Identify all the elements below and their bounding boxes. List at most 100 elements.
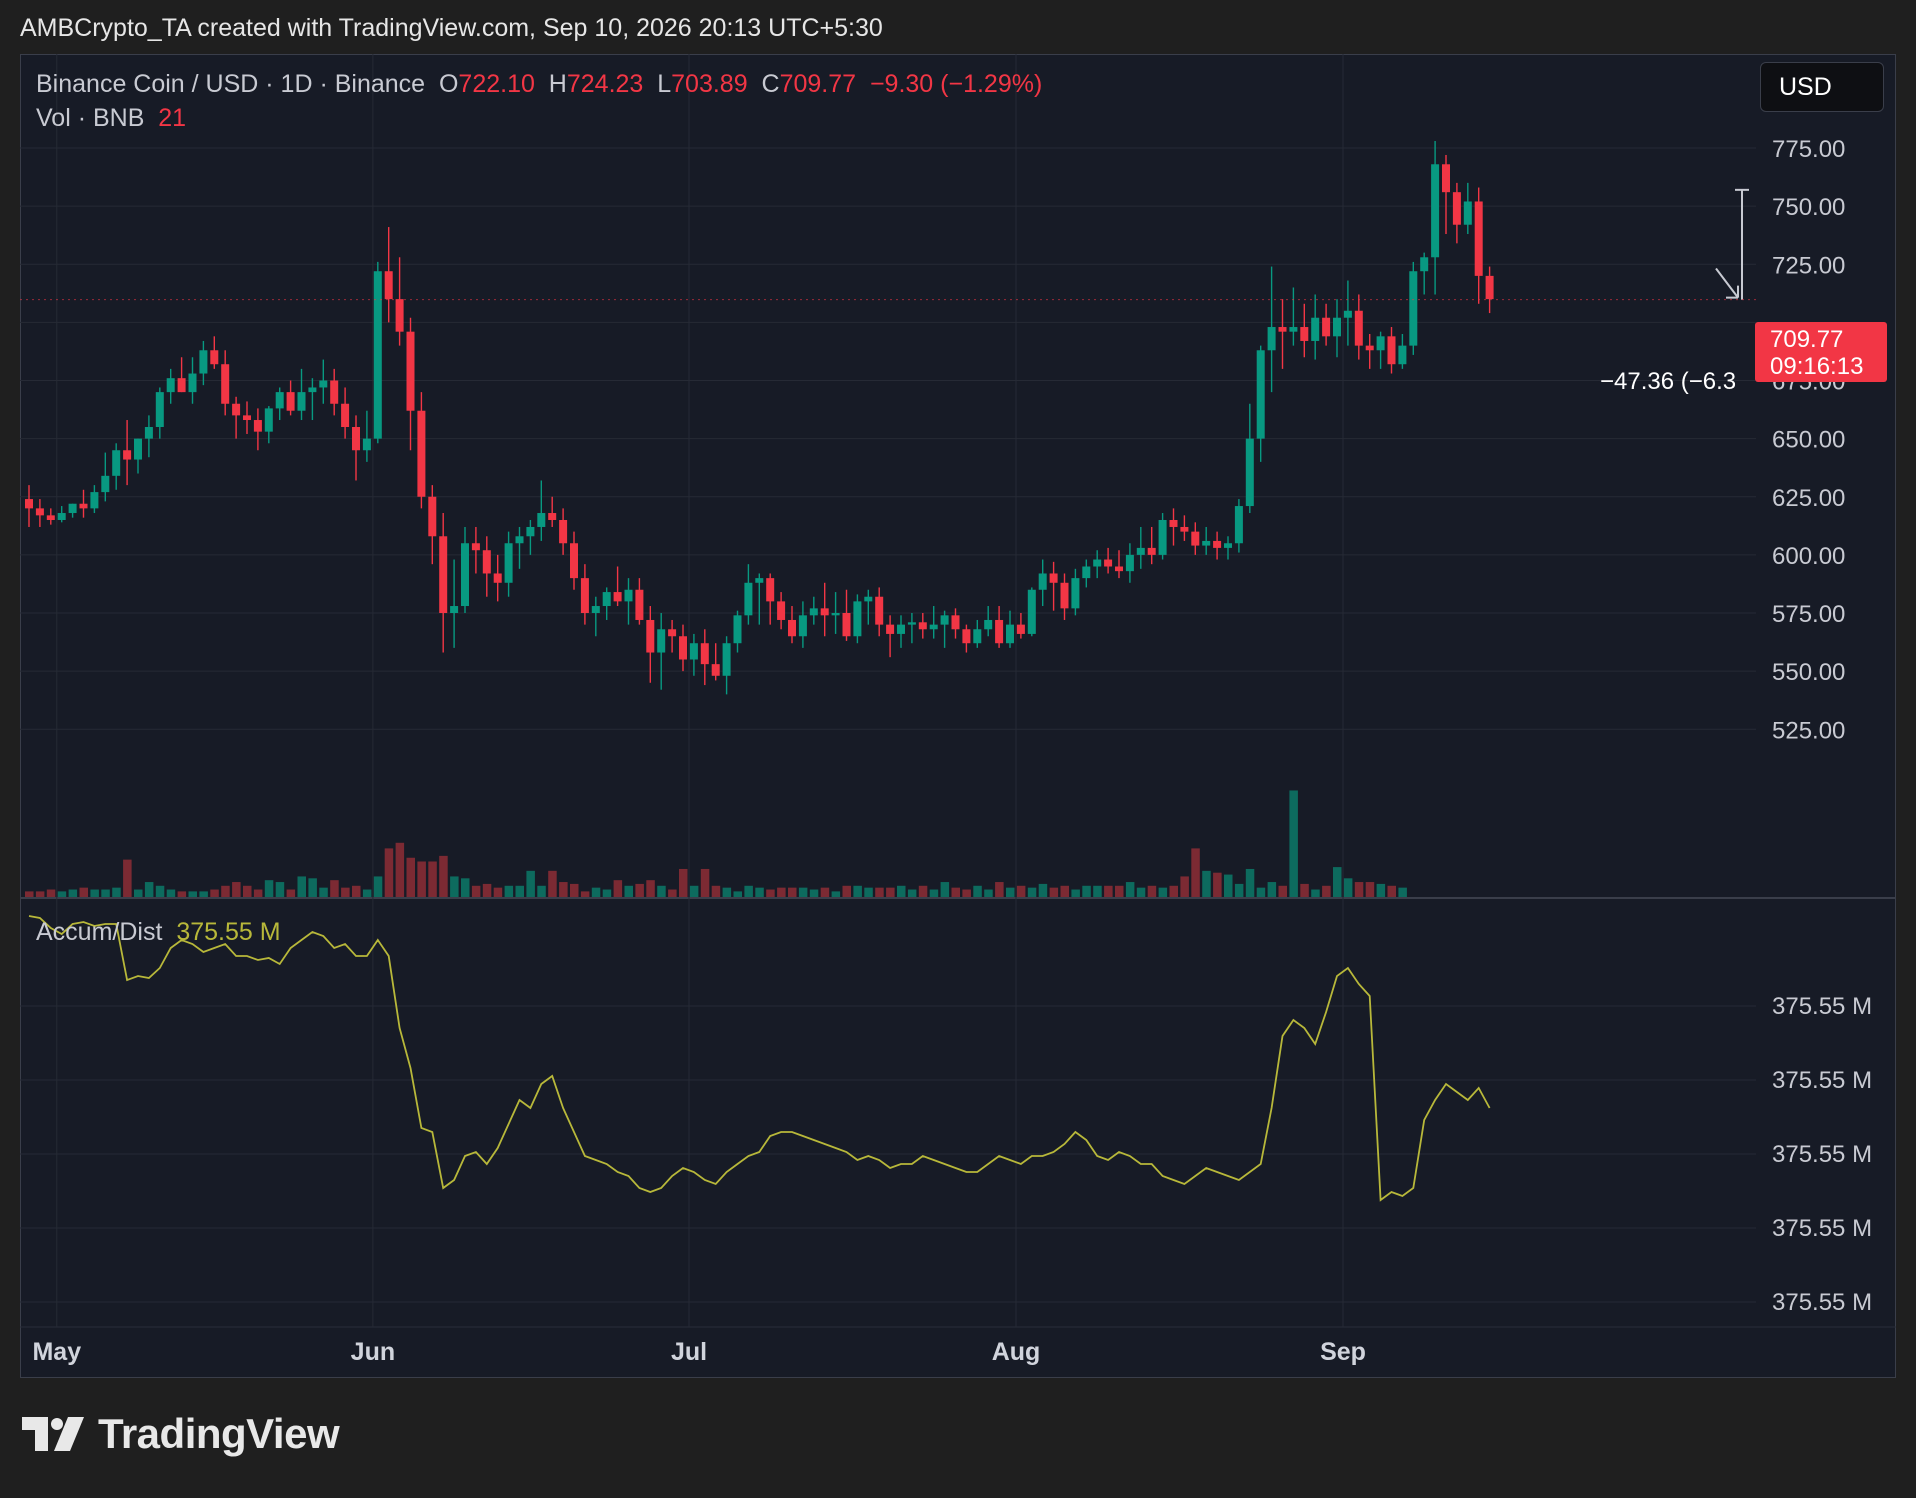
volume-bar — [788, 887, 797, 897]
candle-body — [526, 526, 535, 537]
volume-bar — [439, 855, 448, 897]
accum-dist-value: 375.55 M — [176, 918, 281, 946]
volume-bar — [820, 887, 830, 897]
chart-canvas[interactable]: 775.00750.00725.00675.00650.00625.00600.… — [20, 54, 1896, 1378]
low-label: L — [657, 70, 672, 98]
candle-body — [570, 543, 578, 579]
volume-bar — [668, 889, 677, 897]
volume-bar — [591, 887, 601, 897]
candle-body — [755, 578, 764, 583]
candle-body — [471, 543, 480, 551]
open-label: O — [438, 70, 459, 98]
snapshot-timestamp: Sep 10, 2026 20:13 UTC+5:30 — [542, 14, 883, 42]
high-label: H — [548, 70, 567, 98]
candle-body — [1420, 257, 1429, 272]
candle-body — [504, 543, 513, 583]
candle-body — [57, 513, 66, 520]
tradingview-logo[interactable]: TradingView — [22, 1410, 340, 1458]
volume-bar — [352, 885, 361, 897]
candle-body — [1071, 578, 1080, 609]
volume-bar — [1082, 885, 1091, 897]
candle-body — [1431, 164, 1440, 258]
candle-body — [1463, 201, 1472, 225]
volume-bar — [1136, 887, 1146, 897]
volume-bar — [602, 889, 612, 897]
candle-body — [984, 619, 993, 630]
time-axis-label: Jun — [351, 1338, 395, 1366]
candle-body — [1006, 624, 1014, 644]
chart-panel[interactable] — [20, 54, 1896, 1378]
candle-body — [700, 643, 709, 665]
volume-bar — [1245, 868, 1255, 897]
accum-dist-legend: Accum/Dist 375.55 M — [36, 918, 281, 947]
candle-body — [1125, 554, 1134, 572]
volume-bar — [700, 868, 710, 897]
volume-bar — [1093, 885, 1102, 897]
candle-body — [275, 392, 284, 409]
volume-bar — [1343, 878, 1353, 897]
candle-body — [777, 601, 786, 620]
price-axis-label: 600.00 — [1772, 543, 1845, 570]
volume-bar — [1049, 887, 1059, 897]
candle-body — [591, 606, 600, 613]
price-axis-label: 550.00 — [1772, 659, 1845, 686]
candle-body — [689, 643, 698, 660]
candle-body — [1104, 559, 1113, 567]
candle-body — [1115, 566, 1123, 572]
volume-bar — [1256, 887, 1266, 897]
candle-body — [1322, 317, 1331, 337]
volume-bar — [1234, 883, 1244, 897]
volume-bar — [744, 885, 753, 897]
volume-bar — [1180, 876, 1189, 897]
volume-bar — [482, 883, 492, 897]
candle-body — [1387, 336, 1396, 365]
last-price: 709.77 — [1770, 326, 1844, 353]
volume-bar — [962, 889, 971, 897]
volume-bar — [1278, 885, 1287, 897]
candle-body — [297, 392, 306, 411]
candle-body — [886, 624, 895, 634]
volume-bar — [1038, 883, 1048, 897]
volume-bar — [1387, 885, 1396, 897]
close-label: C — [761, 70, 780, 98]
volume-value: 21 — [158, 104, 187, 132]
volume-bar — [330, 880, 339, 897]
candle-body — [352, 427, 360, 451]
volume-bar — [995, 882, 1004, 897]
candle-body — [1224, 543, 1232, 548]
candle-body — [559, 520, 568, 544]
volume-bar — [1354, 882, 1364, 897]
candle-body — [875, 596, 884, 625]
time-axis-label: Aug — [992, 1338, 1041, 1366]
candle-body — [1311, 317, 1320, 341]
candle-body — [580, 578, 589, 613]
measure-drawing[interactable] — [20, 188, 1756, 301]
candle-body — [461, 543, 469, 607]
candle-body — [1191, 531, 1200, 546]
candle-body — [940, 615, 949, 625]
candle-body — [439, 536, 448, 613]
volume-bar — [1169, 885, 1178, 897]
volume-bar — [155, 885, 165, 897]
volume-bar — [722, 887, 732, 897]
volume-bar — [1202, 870, 1211, 897]
volume-bar — [526, 870, 535, 897]
volume-bar — [886, 887, 895, 897]
currency-button[interactable]: USD — [1760, 62, 1884, 112]
volume-bar — [232, 882, 241, 897]
volume-bar — [1027, 887, 1037, 897]
volume-bar — [842, 885, 851, 897]
candle-body — [450, 606, 459, 613]
volume-bar — [319, 887, 328, 897]
volume-legend: Vol · BNB 21 — [36, 104, 186, 133]
volume-bar — [1376, 883, 1386, 897]
volume-bar — [1060, 885, 1069, 897]
accum-dist-pane — [28, 915, 1491, 1202]
candle-body — [831, 613, 840, 616]
candle-body — [1343, 310, 1352, 318]
candle-body — [428, 496, 437, 537]
candle-body — [515, 536, 524, 544]
candle-body — [232, 403, 241, 416]
candle-body — [1093, 559, 1102, 567]
candle-body — [995, 619, 1004, 644]
